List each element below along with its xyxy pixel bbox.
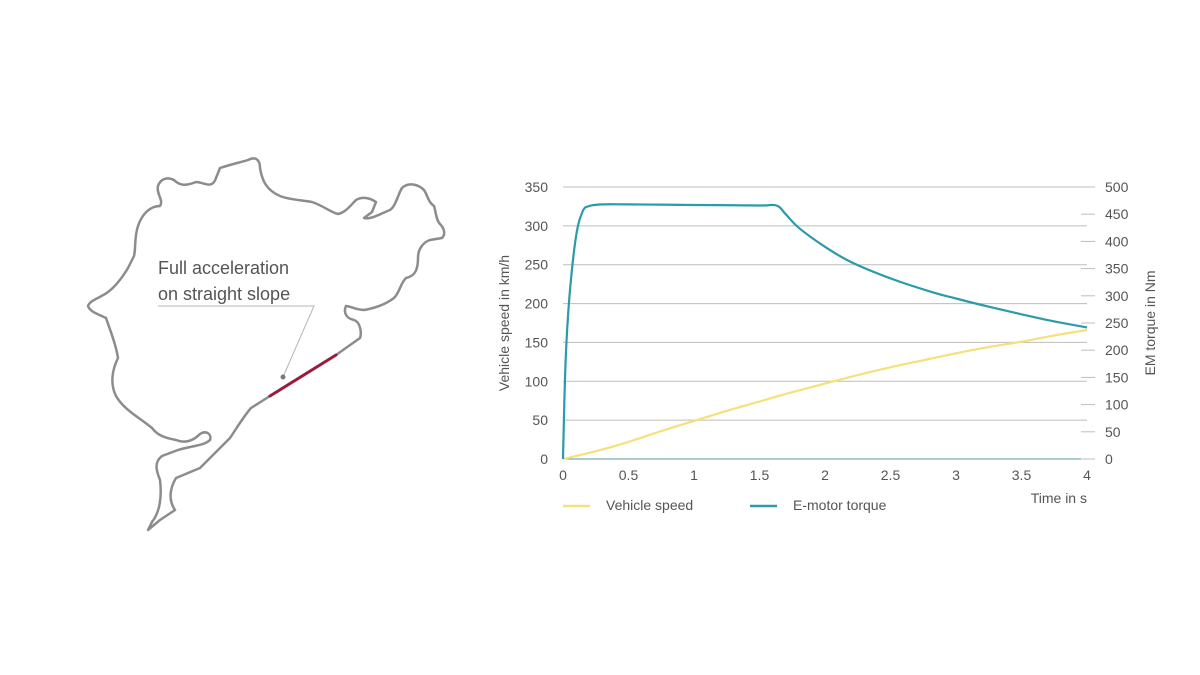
y-tick-label: 200 xyxy=(525,296,549,312)
y-tick-label: 300 xyxy=(525,218,549,234)
y2-tick-label: 450 xyxy=(1105,206,1129,222)
y2-tick-label: 250 xyxy=(1105,315,1129,331)
gridlines xyxy=(563,186,1087,460)
y2-tick-label: 150 xyxy=(1105,369,1129,385)
y2-tick-label: 0 xyxy=(1105,451,1113,467)
x-axis-title: Time in s xyxy=(1031,490,1087,506)
y-tick-label: 50 xyxy=(532,412,548,428)
y2-tick-label: 400 xyxy=(1105,233,1129,249)
x-tick-label: 1 xyxy=(690,467,698,483)
series-line-vehicle-speed xyxy=(562,328,1088,461)
track-outline xyxy=(86,157,446,532)
y2-axis-title: EM torque in Nm xyxy=(1142,270,1158,375)
x-tick-label: 0.5 xyxy=(619,467,639,483)
y2-tick-label: 350 xyxy=(1105,261,1129,277)
y-tick-label: 350 xyxy=(525,179,549,195)
highlight-straight xyxy=(268,353,338,398)
x-tick-label: 2.5 xyxy=(881,467,901,483)
legend: Vehicle speed E-motor torque xyxy=(563,497,887,513)
track-map: Full acceleration on straight slope xyxy=(86,157,446,532)
x-tick-label: 0 xyxy=(559,467,567,483)
y2-tick-label: 200 xyxy=(1105,342,1129,358)
y2-tick-label: 300 xyxy=(1105,288,1129,304)
annotation-line1: Full acceleration xyxy=(158,258,289,278)
series-line-e-motor-torque xyxy=(561,203,1088,460)
x-tick-label: 1.5 xyxy=(750,467,770,483)
y2-tick-label: 500 xyxy=(1105,179,1129,195)
x-tick-label: 4 xyxy=(1083,467,1091,483)
legend-label-emotor-torque: E-motor torque xyxy=(793,497,887,513)
y-axis-title: Vehicle speed in km/h xyxy=(496,255,512,391)
right-axis-ticks xyxy=(1081,186,1095,460)
x-tick-label: 3 xyxy=(952,467,960,483)
x-tick-label: 2 xyxy=(821,467,829,483)
annotation-leader xyxy=(158,305,315,378)
x-tick-labels: 0 0.5 1 1.5 2 2.5 3 3.5 4 xyxy=(559,467,1091,483)
series-lines xyxy=(561,203,1088,461)
y-tick-label: 150 xyxy=(525,334,549,350)
x-tick-label: 3.5 xyxy=(1012,467,1032,483)
right-tick-labels: 0 50 100 150 200 250 300 350 400 450 500 xyxy=(1105,179,1129,467)
annotation-line2: on straight slope xyxy=(158,284,290,304)
legend-label-vehicle-speed: Vehicle speed xyxy=(606,497,693,513)
y-tick-label: 250 xyxy=(525,257,549,273)
annotation-dot xyxy=(280,374,286,380)
left-tick-labels: 0 50 100 150 200 250 300 350 xyxy=(525,179,549,467)
y2-tick-label: 100 xyxy=(1105,397,1129,413)
y-tick-label: 0 xyxy=(540,451,548,467)
y2-tick-label: 50 xyxy=(1105,424,1121,440)
y-tick-label: 100 xyxy=(525,373,549,389)
